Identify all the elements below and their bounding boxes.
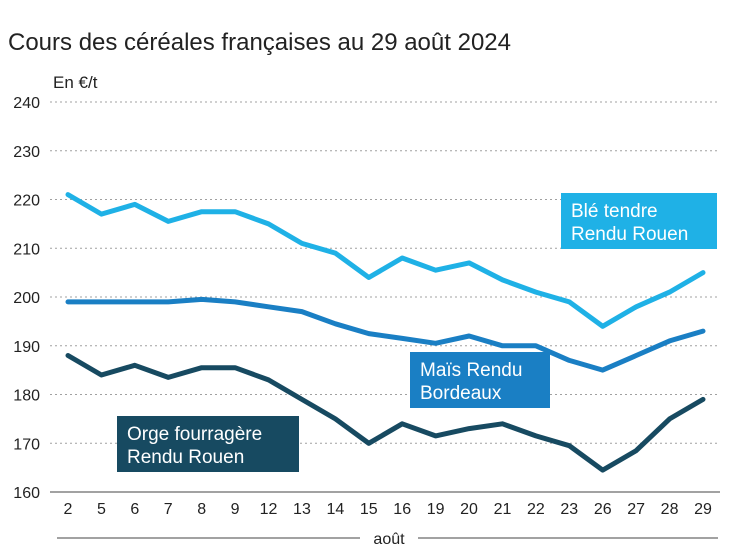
y-tick-label: 160 bbox=[13, 485, 40, 502]
series-label-box bbox=[561, 193, 717, 249]
x-tick-label: 2 bbox=[64, 501, 73, 518]
x-tick-label: 7 bbox=[164, 501, 173, 518]
series-label-line: Orge fourragère bbox=[127, 424, 262, 445]
y-axis-ticks: 160 170 180 190 200 210 220 230 240 bbox=[13, 95, 40, 502]
y-axis-label: En €/t bbox=[53, 73, 98, 92]
series-label-line: Rendu Rouen bbox=[127, 447, 244, 468]
x-tick-label: 26 bbox=[594, 501, 612, 518]
y-tick-label: 220 bbox=[13, 193, 40, 210]
series-label-line: Blé tendre bbox=[571, 201, 658, 222]
y-tick-label: 190 bbox=[13, 339, 40, 356]
x-axis-ticks: 2 5 6 7 8 9 12 13 14 15 16 19 20 21 22 23 26 27 28 29 bbox=[64, 501, 712, 518]
series-label-box bbox=[410, 352, 550, 408]
series-label-line: Bordeaux bbox=[420, 383, 502, 404]
x-tick-label: 16 bbox=[393, 501, 411, 518]
y-tick-label: 200 bbox=[13, 290, 40, 307]
y-tick-label: 240 bbox=[13, 95, 40, 112]
grid bbox=[50, 101, 720, 493]
chart-title: Cours des céréales françaises au 29 août… bbox=[8, 29, 511, 56]
series-label-box bbox=[117, 416, 299, 472]
x-tick-label: 5 bbox=[97, 501, 106, 518]
y-tick-label: 210 bbox=[13, 241, 40, 258]
series-line-1 bbox=[65, 192, 706, 329]
x-tick-label: 14 bbox=[326, 501, 344, 518]
x-axis-title-group: août bbox=[57, 531, 718, 548]
x-tick-label: 6 bbox=[130, 501, 139, 518]
y-tick-label: 170 bbox=[13, 436, 40, 453]
x-tick-label: 29 bbox=[694, 501, 712, 518]
x-tick-label: 22 bbox=[527, 501, 545, 518]
x-tick-label: 19 bbox=[427, 501, 445, 518]
x-tick-label: 12 bbox=[260, 501, 278, 518]
x-tick-label: 21 bbox=[494, 501, 512, 518]
x-tick-label: 20 bbox=[460, 501, 478, 518]
x-tick-label: 8 bbox=[197, 501, 206, 518]
series-label-line: Rendu Rouen bbox=[571, 224, 688, 245]
y-tick-label: 180 bbox=[13, 388, 40, 405]
series-line-3 bbox=[65, 353, 706, 473]
x-tick-label: 27 bbox=[627, 501, 645, 518]
x-tick-label: 15 bbox=[360, 501, 378, 518]
series-lines bbox=[65, 192, 706, 473]
x-tick-label: 13 bbox=[293, 501, 311, 518]
x-tick-label: 9 bbox=[231, 501, 240, 518]
series-line-2 bbox=[65, 296, 706, 373]
series-label-line: Maïs Rendu bbox=[420, 360, 522, 381]
y-tick-label: 230 bbox=[13, 144, 40, 161]
x-axis-title: août bbox=[373, 531, 405, 548]
x-tick-label: 23 bbox=[560, 501, 578, 518]
x-tick-label: 28 bbox=[661, 501, 679, 518]
